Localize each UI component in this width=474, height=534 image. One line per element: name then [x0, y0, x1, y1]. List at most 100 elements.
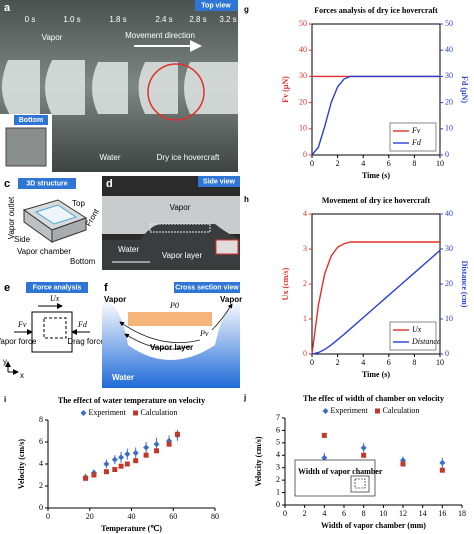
x-tick-label: 2	[336, 159, 340, 168]
marker	[360, 444, 367, 451]
marker	[400, 461, 406, 467]
marker	[103, 469, 109, 475]
y2-tick-label: 50	[445, 19, 453, 28]
vapor-force-symbol: Fv	[17, 320, 27, 329]
x-tick-label: 40	[128, 512, 136, 521]
time-label: 2.8 s	[189, 15, 206, 24]
marker	[83, 475, 89, 481]
chart-j: j The effec of width of chamber on veloci…	[243, 393, 466, 530]
y-tick-label: 0	[303, 349, 307, 358]
panel-letter: e	[4, 282, 10, 294]
x-axis-label: Time (s)	[362, 171, 390, 180]
view-label: Top view	[201, 2, 231, 9]
x-axis-label: x	[20, 371, 24, 380]
x-tick-label: 8	[412, 358, 416, 367]
y-tick-label: 2	[276, 475, 280, 484]
marker	[439, 459, 446, 466]
y-tick-label: 4	[39, 459, 43, 468]
y-tick-label: 7	[276, 413, 280, 422]
panel-letter: f	[104, 282, 108, 294]
panel-letter: j	[243, 393, 246, 402]
panel-letter: b	[3, 115, 10, 127]
legend-label: Experiment	[331, 406, 369, 415]
y-tick-label: 40	[299, 45, 307, 54]
legend-box	[389, 321, 437, 351]
y2-tick-label: 0	[445, 150, 449, 159]
annotation-icon	[354, 478, 366, 489]
view-box	[174, 282, 240, 293]
y-axis-label: Velocity (cm/s)	[254, 436, 263, 486]
x-tick-label: 4	[322, 509, 326, 518]
view-box	[198, 176, 240, 187]
x-tick-label: 6	[387, 358, 391, 367]
y-axis-label: Velocity (cm/s)	[17, 439, 26, 489]
bottom-label: Bottom	[70, 257, 96, 266]
vapor-outlet-label: Vapor outlet	[7, 196, 16, 239]
legend-label: Fd	[411, 138, 422, 147]
y2-tick-label: 30	[445, 244, 453, 253]
vapor-label: Vapor	[170, 203, 191, 212]
y-tick-label: 3	[303, 244, 307, 253]
water-region	[102, 224, 240, 270]
annotation-icon	[350, 475, 370, 493]
x-tick-label: 2	[303, 509, 307, 518]
x-tick-label: 0	[310, 159, 314, 168]
marker	[321, 432, 327, 438]
marker	[439, 467, 445, 473]
vapor-left-label: Vapor	[104, 295, 126, 304]
view-label: Bottom	[19, 117, 44, 124]
chamber	[34, 204, 78, 225]
annotation-box	[294, 459, 376, 497]
x-axis-label: Temperature (℃)	[101, 524, 162, 533]
p0-label: P0	[169, 301, 179, 310]
panel-f: f Cross section view Vapor Vapor P0 Pv V…	[102, 282, 242, 388]
view-label: Cross section view	[175, 284, 239, 291]
y-tick-label: 0	[276, 500, 280, 509]
y-tick-label: 0	[303, 150, 307, 159]
y-axis-label: y	[3, 357, 7, 366]
front-label: Front	[84, 207, 102, 228]
x-tick-label: 0	[46, 512, 50, 521]
marker	[118, 463, 124, 469]
marker	[166, 441, 172, 447]
y2-tick-label: 20	[445, 97, 453, 106]
x-tick-label: 80	[211, 512, 219, 521]
x-tick-label: 8	[412, 159, 416, 168]
x-tick-label: 10	[436, 358, 444, 367]
y-tick-label: 6	[276, 425, 280, 434]
x-tick-label: 16	[438, 509, 446, 518]
time-label: 2.4 s	[155, 15, 172, 24]
vapor-right-label: Vapor	[220, 295, 242, 304]
view-label: Side view	[203, 178, 235, 185]
series-line	[311, 249, 441, 355]
x-tick-label: 18	[458, 509, 466, 518]
y-tick-label: 5	[276, 438, 280, 447]
water-label: Water	[112, 373, 134, 382]
y-tick-label: 3	[276, 463, 280, 472]
legend-marker	[322, 408, 329, 414]
x-tick-label: 6	[387, 159, 391, 168]
marker	[174, 431, 180, 437]
panel-c: c 3D structure Vapor outlet Top Front Si…	[4, 178, 101, 266]
time-label: 1.0 s	[63, 15, 80, 24]
vapor-force-label: Vapor force	[0, 337, 37, 346]
series-line	[311, 241, 440, 355]
vapor-flow	[119, 303, 233, 350]
y-axis-label: Fv (μN)	[281, 76, 290, 103]
view-label: Force analysis	[33, 284, 82, 291]
marker	[133, 458, 139, 464]
top-label: Top	[72, 199, 85, 208]
marker	[143, 452, 149, 458]
y2-tick-label: 40	[445, 209, 453, 218]
y-tick-label: 20	[299, 97, 307, 106]
time-label: 1.8 s	[109, 15, 126, 24]
panel-b: b Bottom	[0, 114, 52, 172]
x-tick-label: 2	[336, 358, 340, 367]
legend-label: Calculation	[383, 406, 420, 415]
water-label: Water	[118, 245, 139, 254]
chart-title: The effect of water temperature on veloc…	[58, 396, 205, 405]
x-tick-label: 4	[361, 159, 365, 168]
panel-letter: c	[4, 178, 10, 190]
marker	[111, 456, 118, 463]
